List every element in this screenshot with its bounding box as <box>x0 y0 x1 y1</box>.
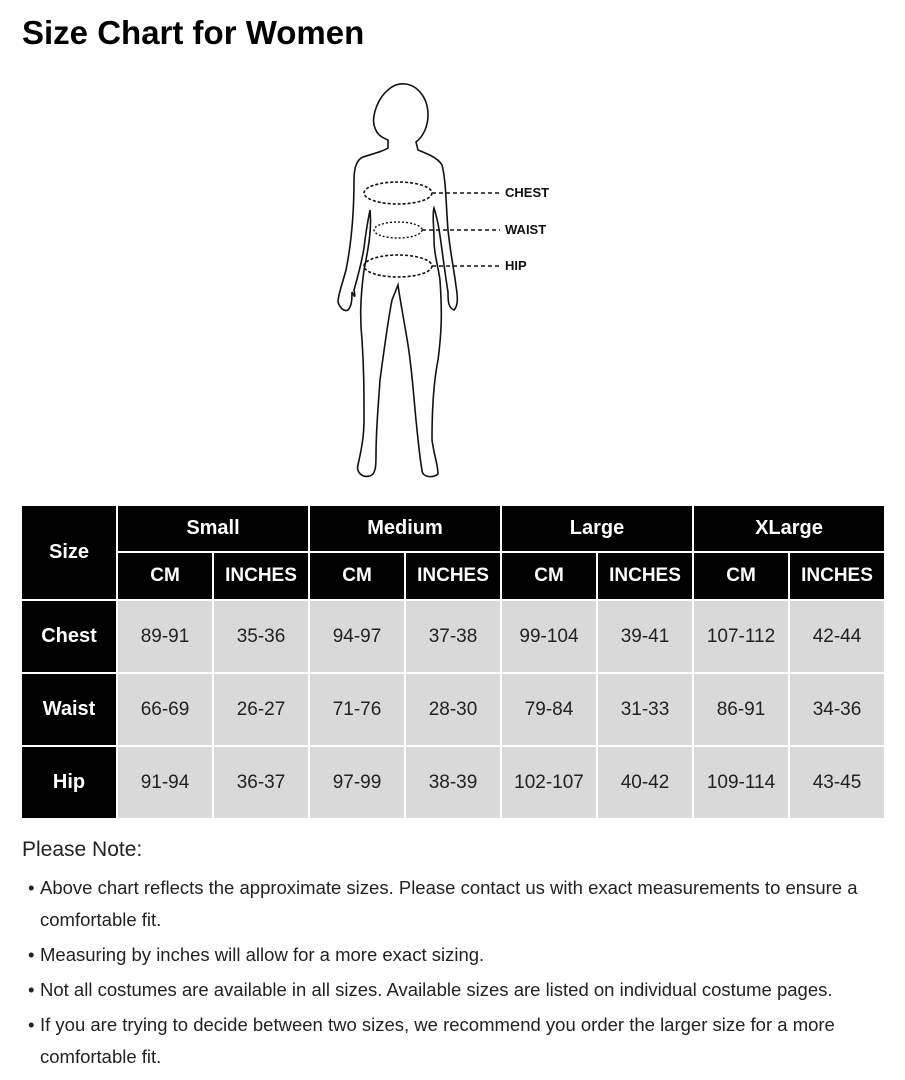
table-cell: 35-36 <box>214 601 308 672</box>
table-cell: 97-99 <box>310 747 404 818</box>
table-cell: 31-33 <box>598 674 692 745</box>
note-text: Not all costumes are available in all si… <box>40 979 833 1000</box>
note-text: If you are trying to decide between two … <box>40 1014 835 1067</box>
table-cell: 71-76 <box>310 674 404 745</box>
table-cell: 94-97 <box>310 601 404 672</box>
notes-title: Please Note: <box>22 838 143 861</box>
unit-cm: CM <box>118 553 212 599</box>
table-cell: 34-36 <box>790 674 884 745</box>
size-header: Size <box>22 506 116 599</box>
row-label: Chest <box>22 601 116 672</box>
note-item: • Measuring by inches will allow for a mo… <box>28 939 898 971</box>
size-medium-header: Medium <box>310 506 500 551</box>
woman-silhouette-icon <box>337 83 500 478</box>
unit-header-row: CM INCHES CM INCHES CM INCHES CM INCHES <box>22 553 884 599</box>
size-xlarge-header: XLarge <box>694 506 884 551</box>
table-cell: 102-107 <box>502 747 596 818</box>
note-item: • If you are trying to decide between two… <box>28 1009 898 1073</box>
bullet-icon: • <box>28 944 35 965</box>
hip-label: HIP <box>505 258 527 273</box>
table-cell: 66-69 <box>118 674 212 745</box>
waist-label: WAIST <box>505 222 547 237</box>
table-cell: 109-114 <box>694 747 788 818</box>
bullet-icon: • <box>28 1014 35 1035</box>
table-cell: 42-44 <box>790 601 884 672</box>
note-text: Above chart reflects the approximate siz… <box>40 877 858 930</box>
table-cell: 38-39 <box>406 747 500 818</box>
row-label: Hip <box>22 747 116 818</box>
note-text: Measuring by inches will allow for a mor… <box>40 944 485 965</box>
unit-inches: INCHES <box>406 553 500 599</box>
chest-label: CHEST <box>505 185 550 200</box>
table-cell: 99-104 <box>502 601 596 672</box>
bullet-icon: • <box>28 979 35 1000</box>
table-cell: 43-45 <box>790 747 884 818</box>
body-measurement-figure: CHEST WAIST HIP <box>330 80 570 480</box>
table-row: Hip 91-94 36-37 97-99 38-39 102-107 40-4… <box>22 747 884 818</box>
table-cell: 36-37 <box>214 747 308 818</box>
unit-inches: INCHES <box>598 553 692 599</box>
unit-cm: CM <box>310 553 404 599</box>
table-cell: 37-38 <box>406 601 500 672</box>
row-label: Waist <box>22 674 116 745</box>
table-cell: 91-94 <box>118 747 212 818</box>
size-small-header: Small <box>118 506 308 551</box>
table-cell: 40-42 <box>598 747 692 818</box>
table-row: Waist 66-69 26-27 71-76 28-30 79-84 31-3… <box>22 674 884 745</box>
unit-inches: INCHES <box>214 553 308 599</box>
table-cell: 107-112 <box>694 601 788 672</box>
size-large-header: Large <box>502 506 692 551</box>
notes-list: • Above chart reflects the approximate si… <box>28 872 898 1076</box>
size-chart-table: Size Small Medium Large XLarge CM INCHES… <box>20 504 886 820</box>
table-cell: 86-91 <box>694 674 788 745</box>
table-cell: 89-91 <box>118 601 212 672</box>
note-item: • Above chart reflects the approximate si… <box>28 872 898 936</box>
note-item: • Not all costumes are available in all s… <box>28 974 898 1006</box>
table-row: Chest 89-91 35-36 94-97 37-38 99-104 39-… <box>22 601 884 672</box>
page-title: Size Chart for Women <box>22 14 365 51</box>
unit-cm: CM <box>694 553 788 599</box>
bullet-icon: • <box>28 877 35 898</box>
table-cell: 26-27 <box>214 674 308 745</box>
table-cell: 79-84 <box>502 674 596 745</box>
table-cell: 28-30 <box>406 674 500 745</box>
unit-inches: INCHES <box>790 553 884 599</box>
table-cell: 39-41 <box>598 601 692 672</box>
unit-cm: CM <box>502 553 596 599</box>
